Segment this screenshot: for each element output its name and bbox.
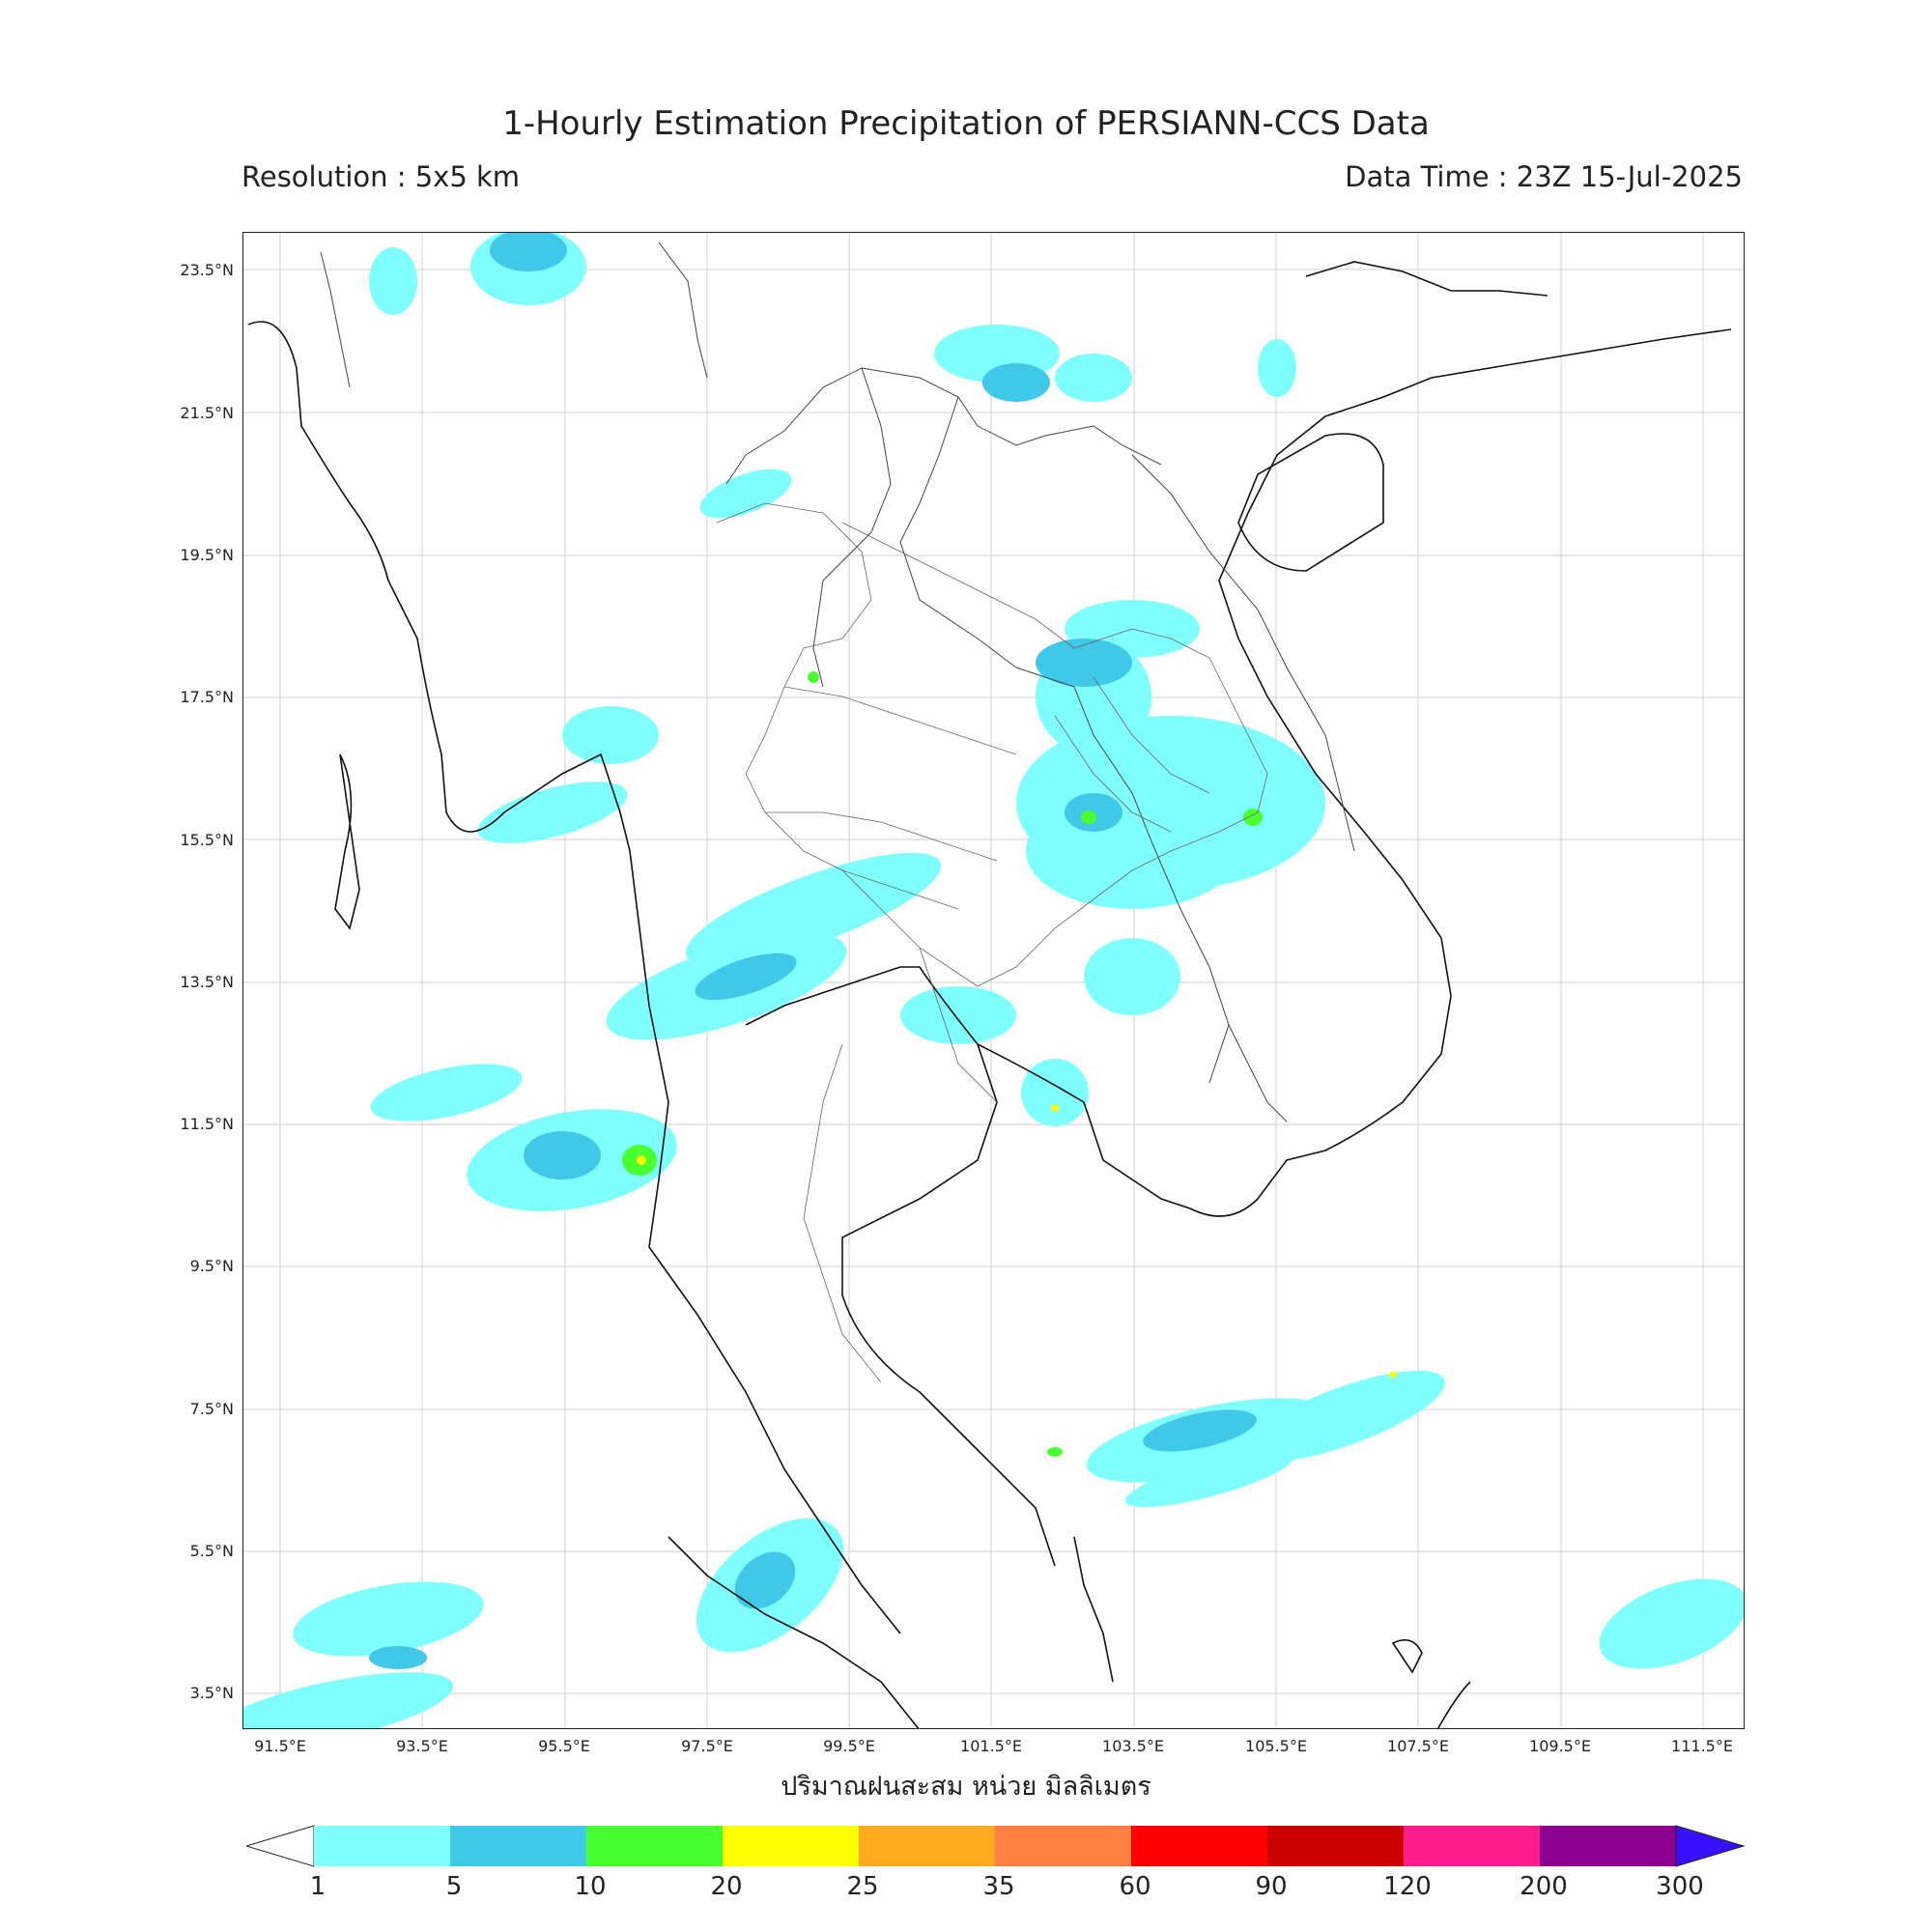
data-time-label: Data Time : 23Z 15-Jul-2025 [1345,160,1743,193]
colorbar-over-arrow [1675,1825,1746,1867]
lat-label: 11.5°N [180,1115,234,1133]
lat-label: 19.5°N [180,546,234,564]
precipitation-map [243,233,1744,1728]
rain-very-heavy-areas [637,1104,1397,1378]
colorbar-box [586,1826,723,1866]
lat-label: 15.5°N [180,831,234,849]
colorbar [246,1825,1746,1867]
map-title: 1-Hourly Estimation Precipitation of PER… [502,104,1430,143]
thailand-provinces [716,502,1268,1383]
map-panel[interactable] [242,232,1745,1729]
colorbar-box [1404,1826,1540,1866]
lon-label: 95.5°E [538,1737,590,1755]
lat-label: 21.5°N [180,404,234,422]
country-borders [320,242,1355,1122]
unit-label: ปริมาณฝนสะสม หน่วย มิลลิเมตร [781,1772,1151,1802]
colorbar-tick: 25 [846,1872,879,1901]
colorbar-box [314,1826,450,1866]
colorbar-box [995,1826,1131,1866]
colorbar-box [723,1826,859,1866]
lon-label: 97.5°E [681,1737,733,1755]
lon-label: 103.5°E [1102,1737,1164,1755]
colorbar-tick: 120 [1383,1872,1432,1901]
lon-label: 111.5°E [1671,1737,1733,1755]
lon-label: 105.5°E [1245,1737,1307,1755]
colorbar-boxes [314,1826,1676,1866]
rain-light-areas [243,233,1744,1728]
map-gridlines [243,233,1744,1728]
colorbar-box [450,1826,586,1866]
lat-label: 17.5°N [180,688,234,706]
lat-label: 9.5°N [189,1257,234,1275]
lat-label: 3.5°N [189,1684,234,1702]
colorbar-tick: 60 [1119,1872,1151,1901]
lon-label: 107.5°E [1387,1737,1449,1755]
colorbar-tick: 5 [445,1872,463,1901]
colorbar-box [1267,1826,1404,1866]
lat-label: 13.5°N [180,973,234,991]
colorbar-tick: 1 [309,1872,327,1901]
colorbar-tick: 200 [1520,1872,1568,1901]
resolution-label: Resolution : 5x5 km [242,160,521,193]
coastlines [247,261,1732,1728]
colorbar-tick: 300 [1656,1872,1704,1901]
colorbar-box [859,1826,995,1866]
colorbar-tick: 35 [982,1872,1015,1901]
lon-label: 109.5°E [1529,1737,1591,1755]
colorbar-box [1540,1826,1676,1866]
lon-label: 91.5°E [254,1737,306,1755]
lon-label: 99.5°E [823,1737,875,1755]
lat-label: 5.5°N [189,1542,234,1560]
colorbar-tick: 10 [574,1872,607,1901]
lat-label: 23.5°N [180,261,234,279]
colorbar-tick: 20 [710,1872,743,1901]
colorbar-box [1131,1826,1267,1866]
colorbar-under-arrow [246,1825,315,1867]
lat-label: 7.5°N [189,1400,234,1418]
lon-label: 93.5°E [396,1737,448,1755]
lon-label: 101.5°E [960,1737,1022,1755]
colorbar-tick: 90 [1255,1872,1288,1901]
